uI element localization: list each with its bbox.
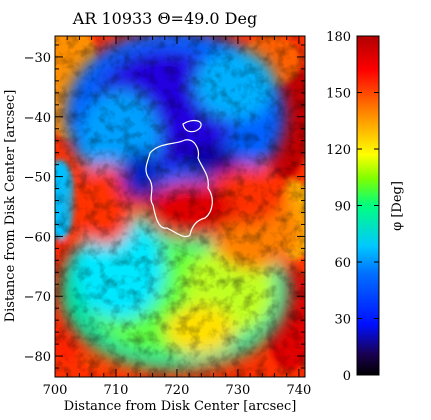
y-tick-label: −50: [24, 171, 51, 186]
x-axis-ticks: 700 710 720 730 740: [43, 36, 311, 398]
colorbar-tick-label: 60: [334, 256, 351, 271]
colorbar-tick-label: 30: [334, 313, 351, 328]
y-tick-label: −30: [24, 51, 51, 66]
colorbar-tick-label: 150: [326, 87, 351, 102]
colorbar-tick-label: 120: [326, 143, 351, 158]
heatmap-image: [55, 36, 305, 377]
y-tick-label: −80: [24, 350, 51, 365]
x-axis-label: Distance from Disk Center [arcsec]: [64, 399, 297, 414]
colorbar-tick-label: 0: [343, 369, 351, 384]
colorbar-tick-label: 90: [334, 200, 351, 215]
x-tick-label: 710: [104, 383, 129, 398]
colorbar-label: φ [Deg]: [390, 181, 405, 231]
colorbar-tick-label: 180: [326, 30, 351, 45]
x-tick-label: 720: [165, 383, 190, 398]
colorbar-ticks: 0 30 60 90 120 150 180: [326, 30, 379, 384]
x-tick-label: 740: [286, 383, 311, 398]
chart-title: AR 10933 Θ=49.0 Deg: [72, 9, 257, 28]
y-axis-label: Distance from Disk Center [arcsec]: [3, 90, 18, 323]
umbra-contour: [145, 119, 213, 238]
x-tick-label: 700: [43, 383, 68, 398]
y-tick-label: −70: [24, 290, 51, 305]
x-tick-label: 730: [226, 383, 251, 398]
y-tick-label: −60: [24, 230, 51, 245]
y-axis-ticks: −30 −40 −50 −60 −70 −80: [24, 44, 305, 369]
y-tick-label: −40: [24, 111, 51, 126]
plot-frame: [54, 35, 306, 378]
